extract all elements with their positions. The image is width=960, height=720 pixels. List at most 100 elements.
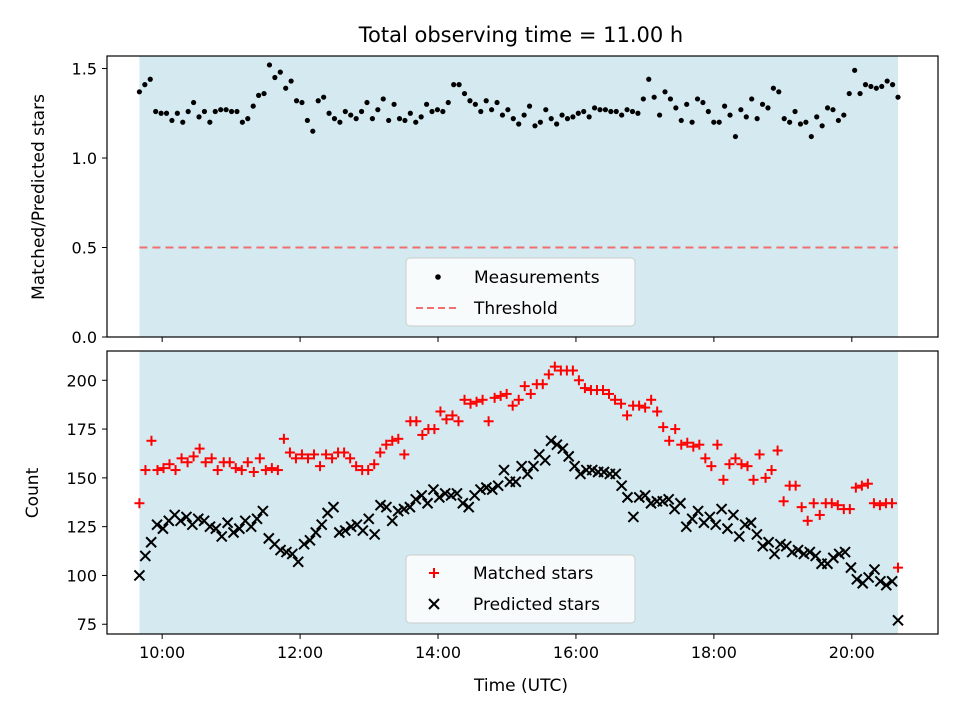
legend-measurements-label: Measurements <box>474 268 600 288</box>
matched-star-point <box>224 457 235 468</box>
predicted-star-point <box>357 524 369 537</box>
measurement-point <box>559 112 565 118</box>
matched-star-point <box>778 496 789 507</box>
matched-star-point <box>754 449 765 460</box>
measurement-point <box>256 92 262 98</box>
measurement-point <box>315 98 321 104</box>
matched-star-point <box>471 396 482 407</box>
predicted-star-point <box>133 569 146 582</box>
predicted-star-point <box>210 522 222 535</box>
matched-star-point <box>260 465 271 476</box>
measurement-point <box>738 107 744 113</box>
predicted-star-point <box>574 468 587 480</box>
measurement-point <box>277 69 283 75</box>
matched-star-point <box>573 375 584 386</box>
measurement-point <box>570 114 576 120</box>
predicted-star-point <box>457 497 469 509</box>
predicted-star-point <box>257 505 269 517</box>
measurement-point <box>694 96 701 102</box>
matched-star-point <box>640 402 651 413</box>
measurement-point <box>326 110 332 116</box>
matched-star-point <box>351 461 362 472</box>
matched-star-point <box>760 472 771 483</box>
measurement-point <box>440 108 446 115</box>
predicted-star-point <box>545 435 557 447</box>
measurement-point <box>407 110 413 116</box>
measurement-point <box>846 90 852 97</box>
measurement-point <box>136 89 143 95</box>
matched-star-point <box>212 465 223 476</box>
predicted-star-point <box>674 497 687 509</box>
predicted-star-point <box>880 579 892 591</box>
x-tick-label: 14:00 <box>415 643 461 662</box>
predicted-star-point <box>551 438 563 451</box>
matched-star-point <box>284 447 295 458</box>
matched-star-point <box>856 480 867 491</box>
measurement-point <box>310 128 316 134</box>
matched-star-point <box>345 453 356 464</box>
measurement-point <box>759 101 766 107</box>
predicted-star-point <box>521 468 534 480</box>
matched-star-point <box>495 390 506 401</box>
measurement-point <box>418 114 424 120</box>
matched-star-point <box>706 461 717 472</box>
measurement-point <box>472 101 478 107</box>
matched-star-point <box>814 509 825 520</box>
predicted-star-point <box>892 614 904 627</box>
predicted-star-point <box>216 530 228 543</box>
matched-star-point <box>387 435 398 446</box>
matched-star-point <box>200 457 211 468</box>
predicted-star-point <box>792 544 804 556</box>
matched-star-point <box>411 416 422 427</box>
matched-star-point <box>453 416 464 427</box>
predicted-star-point <box>304 534 316 547</box>
bottom-y-tick-label: 75 <box>77 615 97 634</box>
matched-star-point <box>700 453 711 464</box>
predicted-star-point <box>804 546 816 558</box>
measurement-point <box>489 107 495 113</box>
measurement-point <box>803 119 809 125</box>
predicted-star-point <box>463 501 475 513</box>
measurement-point <box>543 107 549 113</box>
measurement-point <box>451 82 457 88</box>
predicted-star-point <box>745 517 757 529</box>
measurement-point <box>889 82 896 88</box>
predicted-star-point <box>851 573 863 586</box>
matched-star-point <box>459 394 470 405</box>
matched-star-point <box>616 398 627 409</box>
matched-star-point <box>465 398 476 409</box>
matched-star-point <box>736 459 747 470</box>
measurement-point <box>781 116 787 122</box>
measurement-point <box>499 112 506 118</box>
matched-star-point <box>862 478 873 489</box>
predicted-star-point <box>415 489 428 502</box>
predicted-star-point <box>368 528 381 541</box>
matched-star-point <box>676 439 687 450</box>
predicted-star-point <box>227 526 240 539</box>
chart-title: Total observing time = 11.00 h <box>358 23 683 47</box>
measurement-point <box>770 85 776 91</box>
measurement-point <box>142 82 148 88</box>
matched-star-point <box>507 400 518 411</box>
matched-star-point <box>152 465 163 476</box>
predicted-star-point <box>510 476 522 488</box>
measurement-point <box>467 98 473 104</box>
bottom-ticks: 75 100 125 150 175 200 10:00 12:00 14:00 16:00 18:… <box>66 371 874 662</box>
measurement-point <box>814 114 820 120</box>
x-tick-label: 12:00 <box>277 643 323 662</box>
measurement-point <box>564 116 571 122</box>
measurement-point <box>429 108 435 115</box>
predicted-star-point <box>433 491 446 504</box>
predicted-star-point <box>680 520 693 533</box>
measurement-point <box>234 108 240 115</box>
measurement-point <box>521 112 527 118</box>
measurement-point <box>554 121 560 127</box>
measurement-point <box>835 117 841 124</box>
matched-star-point <box>893 562 904 573</box>
matched-star-point <box>537 379 548 390</box>
legend-threshold-label: Threshold <box>473 299 558 319</box>
top-y-tick-label: 0.0 <box>72 328 97 347</box>
predicted-star-point <box>339 524 351 537</box>
matched-star-point <box>266 463 277 474</box>
measurement-point <box>765 105 771 111</box>
